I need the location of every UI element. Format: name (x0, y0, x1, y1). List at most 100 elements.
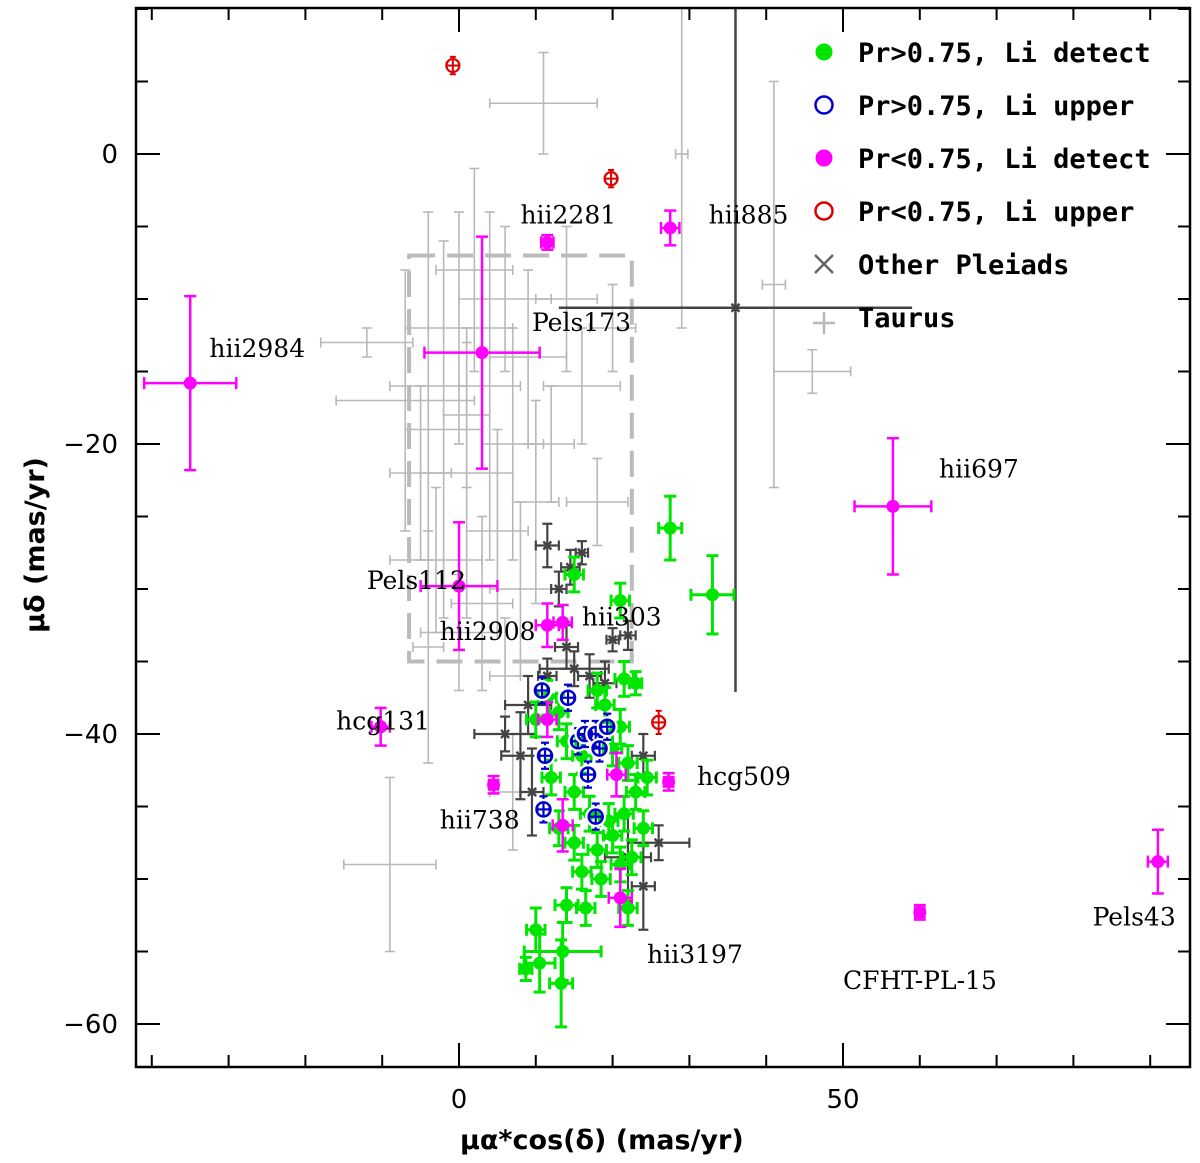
taurus-point (773, 348, 852, 395)
star-label: Pels43 (1093, 902, 1176, 931)
x-marker (515, 750, 526, 761)
filled-circle-marker (617, 807, 631, 821)
li-upper-high-point (557, 683, 579, 712)
star-label: hii303 (582, 602, 662, 631)
marker-halo (585, 806, 607, 828)
star-label: Pels112 (367, 566, 466, 595)
x-marker (569, 663, 580, 674)
taurus-point (404, 240, 483, 619)
x-tick-label: 0 (451, 1085, 468, 1115)
open-circle-marker (591, 740, 608, 757)
plot-frame (134, 6, 1192, 1069)
open-circle-marker (598, 718, 616, 735)
li-upper-low-point (445, 55, 461, 76)
filled-circle-marker (552, 705, 566, 719)
li-detect-high-point (525, 906, 547, 953)
filled-circle-marker (567, 568, 581, 581)
x-marker (653, 837, 664, 848)
filled-circle-marker (575, 865, 589, 879)
open-circle-marker (559, 689, 577, 706)
legend-symbol (814, 95, 834, 115)
legend-symbol (815, 149, 833, 167)
filled-circle-marker (705, 588, 719, 602)
star-label: hii3197 (647, 940, 743, 969)
other-pleiad-point (574, 540, 590, 566)
legend-symbol (815, 43, 833, 61)
li-detect-low-point (370, 706, 392, 747)
legend: Pr>0.75, Li detect Pr>0.75, Li upper Pr<0.… (813, 38, 1151, 334)
filled-circle-marker (621, 901, 635, 915)
x-marker (500, 729, 510, 739)
li-detect-high-point (553, 886, 580, 924)
li-detect-low-point (552, 603, 574, 641)
li-upper-high-point (532, 795, 554, 824)
open-circle-marker (536, 747, 554, 764)
filled-circle-marker (554, 976, 568, 990)
marker-halo (577, 764, 599, 786)
filled-circle-marker (374, 720, 388, 734)
x-marker (623, 630, 633, 641)
star-annotations: hii2281 hii885 Pels173 hii2984 hii697 Pels112… (209, 201, 1175, 996)
li-upper-high-point (585, 802, 607, 831)
filled-circle-marker (598, 698, 612, 712)
y-axis-label: μδ (mas/yr) (20, 457, 51, 633)
li-detect-low-point (659, 209, 681, 247)
li-detect-low-series (142, 209, 1170, 929)
filled-circle-marker (625, 850, 639, 864)
taurus-point (389, 486, 483, 634)
x-marker (607, 634, 618, 645)
x-axis-label: μα*cos(δ) (mas/yr) (460, 1125, 744, 1156)
li-detect-low-point (605, 751, 627, 798)
star-label: hcg509 (697, 762, 791, 791)
legend-symbol (814, 254, 834, 274)
li-upper-high-point (596, 712, 618, 741)
li-detect-high-point (590, 860, 612, 898)
legend-symbol (814, 201, 834, 221)
filled-circle-marker (590, 843, 604, 857)
filled-circle-marker (1151, 855, 1165, 869)
open-circle-marker (603, 171, 619, 187)
filled-circle-marker (613, 891, 627, 905)
li-detect-high-point (563, 823, 585, 862)
filled-circle-marker (629, 785, 643, 799)
axis-ticks: 0 50 0 −20 −40 −60 (63, 8, 1190, 1115)
legend-entry: Pr>0.75, Li upper (814, 91, 1134, 122)
taurus-point (404, 211, 514, 445)
marker-halo (532, 798, 554, 820)
li-detect-high-point (601, 816, 624, 855)
star-label: hii738 (440, 805, 520, 834)
filled-circle-marker (519, 962, 533, 976)
taurus-point (335, 269, 476, 532)
taurus-point (435, 167, 514, 373)
li-detect-high-point (548, 938, 575, 1029)
filled-circle-marker (662, 775, 676, 789)
li-detect-low-point (536, 700, 558, 739)
legend-label: Other Pleiads (858, 250, 1069, 281)
legend-entry: Pr<0.75, Li upper (814, 197, 1134, 228)
li-detect-high-point (627, 670, 644, 697)
li-detect-low-point (853, 436, 933, 576)
taurus-point (450, 515, 514, 692)
legend-label: Pr>0.75, Li detect (858, 38, 1151, 69)
taurus-point (542, 327, 622, 445)
taurus-point (565, 457, 629, 547)
filled-circle-marker (487, 778, 501, 792)
legend-entry: Pr<0.75, Li detect (815, 144, 1151, 175)
y-tick-label: 0 (101, 140, 118, 170)
x-marker (542, 540, 553, 551)
open-circle-marker (587, 808, 604, 825)
y-tick-label: −40 (63, 720, 118, 750)
star-label: hii2281 (520, 201, 616, 230)
filled-circle-marker (183, 376, 197, 390)
dashed-selection-box (407, 253, 634, 664)
filled-circle-marker (617, 672, 631, 686)
y-tick-label: −20 (63, 430, 118, 460)
li-detect-high-point (571, 852, 593, 891)
filled-circle-marker (913, 905, 927, 919)
taurus-point (588, 283, 637, 373)
other-pleiad-point (619, 619, 637, 652)
other-pleiad-point (538, 650, 610, 688)
filled-circle-marker (590, 684, 604, 697)
filled-circle-marker (556, 818, 570, 832)
open-circle-marker (535, 801, 552, 818)
